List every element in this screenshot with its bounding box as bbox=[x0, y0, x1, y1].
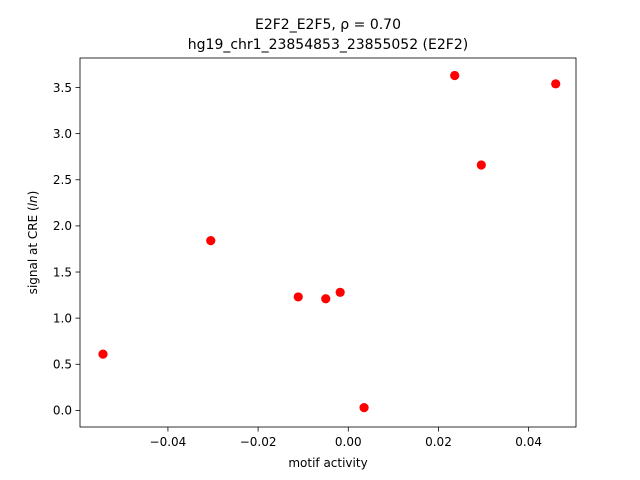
x-tick-label: 0.00 bbox=[335, 435, 362, 449]
data-point bbox=[551, 79, 561, 89]
data-point bbox=[450, 70, 460, 81]
x-axis-label: motif activity bbox=[288, 456, 367, 470]
x-tick-label: 0.02 bbox=[425, 435, 452, 449]
data-point bbox=[321, 294, 331, 304]
x-tick-label: −0.04 bbox=[150, 435, 187, 449]
chart-title-line1: E2F2_E2F5, ρ = 0.70 bbox=[255, 17, 401, 33]
x-axis-ticks: −0.04 −0.02 0.00 0.02 0.04 bbox=[150, 427, 542, 449]
x-tick-label: 0.04 bbox=[515, 435, 542, 449]
data-point bbox=[293, 292, 303, 302]
y-tick-label: 2.5 bbox=[53, 173, 72, 187]
data-points bbox=[98, 70, 561, 413]
y-tick-label: 3.5 bbox=[53, 81, 72, 95]
y-tick-label: 1.0 bbox=[53, 311, 72, 325]
data-point bbox=[335, 287, 345, 297]
data-point bbox=[359, 403, 369, 413]
y-tick-label: 3.0 bbox=[53, 127, 72, 141]
y-tick-label: 1.5 bbox=[53, 265, 72, 279]
x-tick-label: −0.02 bbox=[240, 435, 277, 449]
y-tick-label: 0.0 bbox=[53, 404, 72, 418]
data-point bbox=[476, 160, 486, 170]
y-tick-label: 2.0 bbox=[53, 219, 72, 233]
data-point bbox=[98, 349, 108, 359]
y-axis-ticks: 0.0 0.5 1.0 1.5 2.0 2.5 3.0 3.5 bbox=[53, 81, 80, 418]
plot-frame bbox=[79, 57, 577, 428]
data-point bbox=[206, 236, 216, 246]
chart-title-line2: hg19_chr1_23854853_23855052 (E2F2) bbox=[188, 37, 468, 53]
y-axis-label: signal at CRE (ln) bbox=[26, 191, 40, 295]
y-tick-label: 0.5 bbox=[53, 358, 72, 372]
